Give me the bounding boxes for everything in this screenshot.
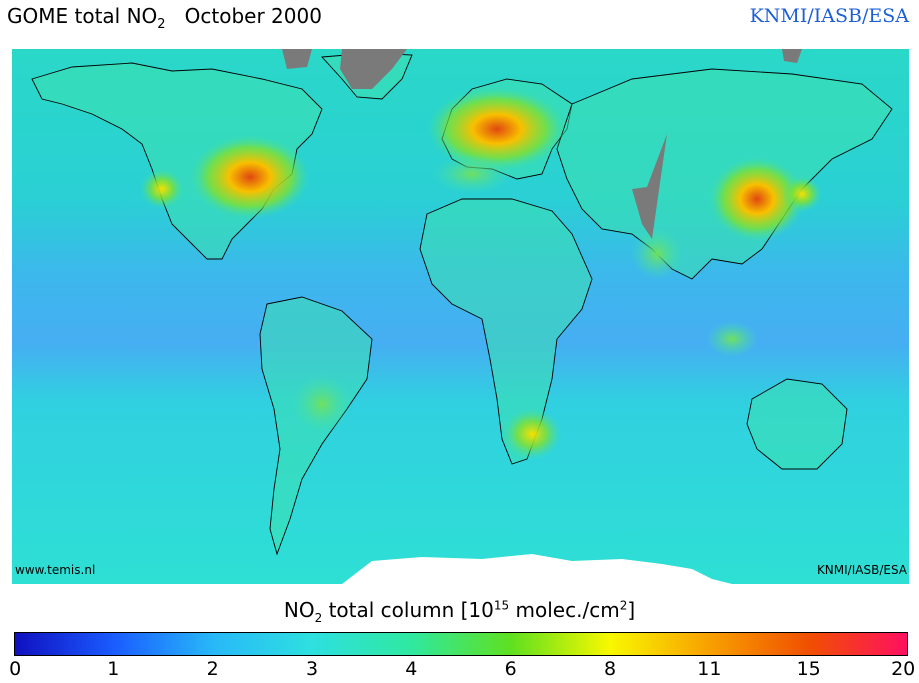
colorbar-tick-label: 20 (891, 658, 916, 680)
cb-sub: 2 (314, 611, 323, 625)
colorbar-title: NO2 total column [1015 molec./cm2] (0, 598, 919, 625)
missing-data (282, 49, 802, 239)
missing-greenland (340, 49, 407, 89)
no2-map (12, 49, 909, 584)
colorbar-tick-label: 0 (9, 658, 22, 680)
colorbar-tick-label: 1 (107, 658, 120, 680)
credit-top: KNMI/IASB/ESA (749, 5, 909, 27)
hotspot-california (140, 169, 184, 209)
hotspot-east-china (709, 157, 805, 241)
no2-hotspots (140, 87, 822, 460)
title-prefix: GOME total NO (7, 4, 158, 28)
hotspot-indonesia (706, 321, 758, 357)
hotspot-south-america (292, 374, 352, 434)
hotspot-southern-africa (502, 408, 562, 460)
hotspot-india (631, 228, 683, 280)
cb-sup2: 2 (619, 598, 628, 613)
missing-antarctic (342, 554, 732, 584)
colorbar (14, 632, 908, 656)
hotspot-mediterranean (432, 154, 512, 194)
hotspot-eastern-us (190, 135, 310, 219)
map-watermark-left: www.temis.nl (15, 563, 96, 577)
map-title: GOME total NO2 October 2000 (7, 4, 322, 32)
missing-tibet (632, 134, 667, 239)
hotspot-western-europe (427, 87, 567, 171)
colorbar-tick-label: 8 (603, 658, 617, 680)
cb-prefix: NO (283, 598, 315, 622)
colorbar-tick-label: 11 (697, 658, 722, 680)
colorbar-tick-label: 3 (305, 658, 319, 680)
cb-sup: 15 (493, 598, 510, 613)
colorbar-tick-label: 6 (504, 658, 517, 680)
colorbar-tick-label: 4 (405, 658, 418, 680)
hotspot-japan (782, 176, 822, 212)
missing-arctic (282, 49, 312, 69)
title-period: October 2000 (184, 4, 322, 28)
map-watermark-right: KNMI/IASB/ESA (816, 563, 907, 577)
title-sub: 2 (157, 17, 166, 32)
world-map-svg (12, 49, 909, 584)
australia (746, 378, 848, 470)
missing-siberia (782, 49, 802, 63)
cb-end: ] (627, 598, 636, 622)
colorbar-tick-label: 2 (206, 658, 219, 680)
cb-unit: molec./cm (515, 598, 620, 622)
cb-mid: total column [10 (328, 598, 494, 622)
colorbar-tick-label: 15 (796, 658, 821, 680)
